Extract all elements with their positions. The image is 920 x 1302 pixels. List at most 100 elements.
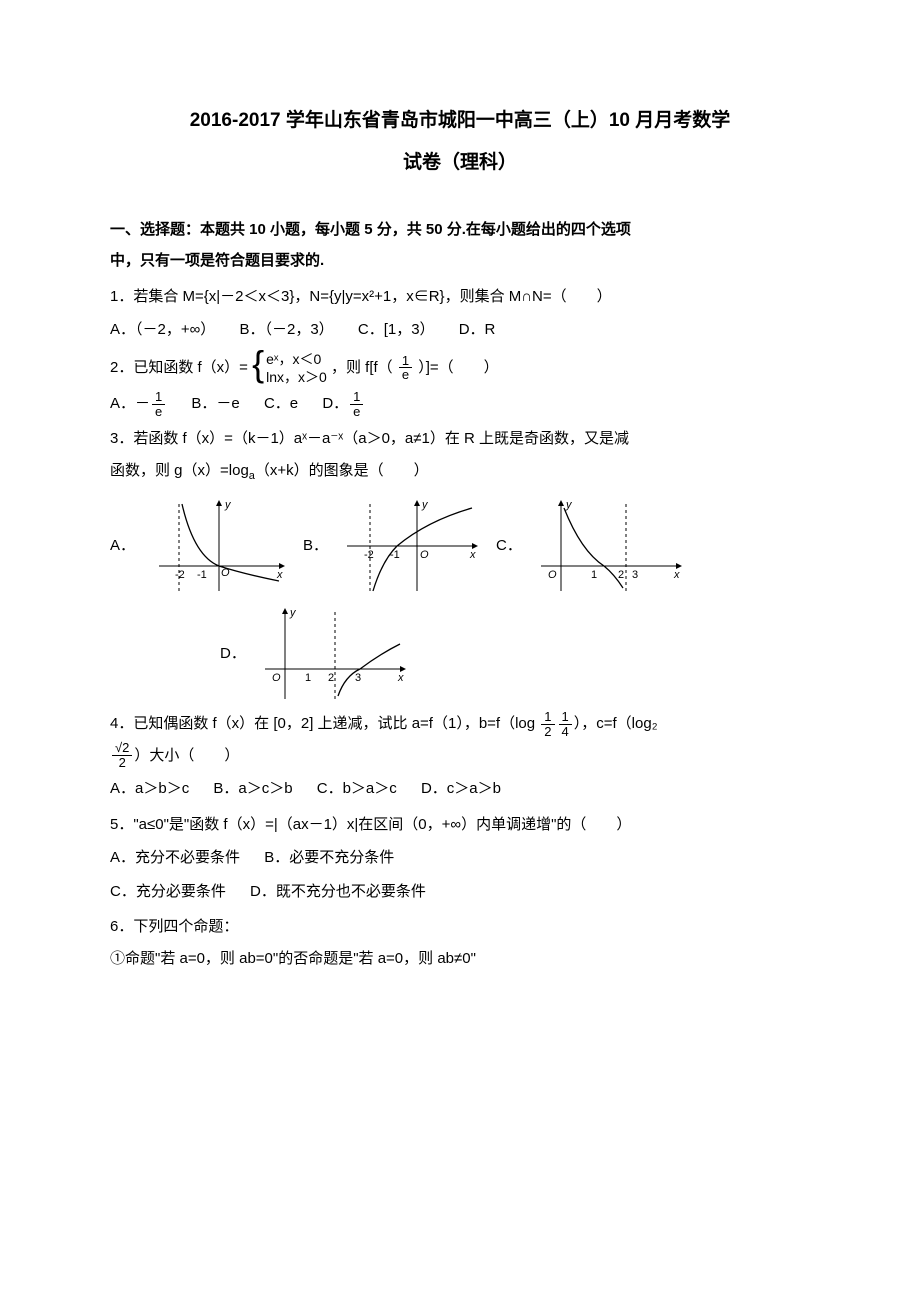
question-2-options: A．－1e B．－e C．e D．1e (110, 388, 810, 420)
section-1-line-2: 中，只有一项是符合题目要求的. (110, 245, 810, 277)
graph-d-row: D． O 1 2 3 x y (220, 604, 810, 704)
q2-d-pre: D． (322, 395, 348, 412)
q2-opt-a: A．－1e (110, 388, 167, 420)
svg-text:O: O (420, 549, 429, 561)
q4-opt-b: B．a＞c＞b (213, 773, 292, 805)
graph-c: O 1 23 x y (536, 496, 686, 596)
q2-a-pre: A．－ (110, 395, 150, 412)
frac-den: 2 (541, 725, 554, 739)
svg-text:-2: -2 (175, 569, 185, 581)
frac-half: 12 (541, 710, 554, 738)
q2-opt-c: C．e (264, 388, 298, 420)
q1-opt-a: A．（－2，+∞） (110, 314, 215, 346)
svg-text:-2: -2 (364, 549, 374, 561)
q3-label-c: C． (496, 530, 522, 562)
question-4-line-1: 4．已知偶函数 f（x）在 [0，2] 上递减，试比 a=f（1），b=f（lo… (110, 708, 810, 740)
svg-text:2: 2 (618, 569, 624, 581)
question-6-item-1: ①命题"若 a=0，则 ab=0"的否命题是"若 a=0，则 ab≠0" (110, 943, 810, 975)
q3-l2-pre: 函数，则 g（x）=log (110, 462, 249, 479)
title-line-2: 试卷（理科） (110, 142, 810, 184)
svg-text:-1: -1 (197, 569, 207, 581)
question-5: 5．"a≤0"是"函数 f（x）=|（ax－1）x|在区间（0，+∞）内单调递增… (110, 809, 810, 908)
question-4-options: A．a＞b＞c B．a＞c＞b C．b＞a＞c D．c＞a＞b (110, 773, 810, 805)
svg-text:y: y (565, 499, 573, 511)
question-1-text: 1．若集合 M={x|－2＜x＜3}，N={y|y=x²+1，x∈R}，则集合 … (110, 281, 810, 313)
graph-a: -2 -1 O x y (149, 496, 289, 596)
svg-text:x: x (397, 672, 404, 684)
frac-num: √2 (112, 741, 132, 756)
svg-text:x: x (276, 569, 283, 581)
question-3-line-1: 3．若函数 f（x）=（k－1）aˣ－a⁻ˣ（a＞0，a≠1）在 R 上既是奇函… (110, 423, 810, 455)
frac-den: e (350, 405, 363, 419)
q1-opt-c: C．[1，3） (358, 314, 435, 346)
q3-label-d: D． (220, 638, 246, 670)
section-1-line-1: 一、选择题：本题共 10 小题，每小题 5 分，共 50 分.在每小题给出的四个… (110, 214, 810, 246)
svg-text:y: y (421, 499, 429, 511)
graph-b: -2 -1 O x y (342, 496, 482, 596)
frac-den: e (399, 368, 412, 382)
q4-mid: ），c=f（log₂ (574, 715, 658, 732)
q3-label-a: A． (110, 530, 135, 562)
q2-opt-d: D．1e (322, 388, 365, 420)
question-4: 4．已知偶函数 f（x）在 [0，2] 上递减，试比 a=f（1），b=f（lo… (110, 708, 810, 805)
q4-opt-d: D．c＞a＞b (421, 773, 501, 805)
piecewise-row-1: eˣ，x＜0 (266, 350, 327, 368)
q5-opt-c: C．充分必要条件 (110, 876, 226, 908)
frac-num: 1 (399, 354, 412, 369)
frac-sqrt2-over-2: √22 (112, 741, 132, 769)
q4-suffix: ）大小（ ） (134, 747, 239, 764)
q4-pre: 4．已知偶函数 f（x）在 [0，2] 上递减，试比 a=f（1），b=f（lo… (110, 715, 535, 732)
question-3-line-2: 函数，则 g（x）=loga（x+k）的图象是（ ） (110, 455, 810, 488)
svg-text:x: x (469, 549, 476, 561)
svg-text:1: 1 (591, 569, 597, 581)
svg-text:1: 1 (305, 672, 311, 684)
question-1: 1．若集合 M={x|－2＜x＜3}，N={y|y=x²+1，x∈R}，则集合 … (110, 281, 810, 346)
svg-text:x: x (673, 569, 680, 581)
question-2-text: 2．已知函数 f（x）= eˣ，x＜0 lnx，x＞0 ，则 f[f（ 1 e … (110, 350, 810, 386)
q5-opt-d: D．既不充分也不必要条件 (250, 876, 426, 908)
frac-num: 1 (152, 390, 165, 405)
q1-opt-b: B．（－2，3） (239, 314, 333, 346)
question-6-text: 6．下列四个命题： (110, 911, 810, 943)
piecewise-function: eˣ，x＜0 lnx，x＞0 (252, 350, 327, 386)
piecewise-row-2: lnx，x＞0 (266, 368, 327, 386)
q4-opt-a: A．a＞b＞c (110, 773, 189, 805)
svg-text:-1: -1 (390, 549, 400, 561)
q2-opt-b: B．－e (191, 388, 239, 420)
q5-opt-a: A．充分不必要条件 (110, 842, 240, 874)
svg-text:O: O (272, 672, 281, 684)
frac-num: 1 (350, 390, 363, 405)
question-5-options-row-2: C．充分必要条件 D．既不充分也不必要条件 (110, 876, 810, 908)
question-2: 2．已知函数 f（x）= eˣ，x＜0 lnx，x＞0 ，则 f[f（ 1 e … (110, 350, 810, 420)
frac-quarter: 14 (559, 710, 572, 738)
q2-suffix: ）]=（ ） (418, 359, 498, 376)
q1-opt-d: D．R (459, 314, 496, 346)
frac-den: 4 (559, 725, 572, 739)
frac-d: 1e (350, 390, 363, 418)
frac-num: 1 (559, 710, 572, 725)
svg-text:3: 3 (355, 672, 361, 684)
frac-den: 2 (112, 756, 132, 770)
title-line-1: 2016-2017 学年山东省青岛市城阳一中高三（上）10 月月考数学 (110, 100, 810, 142)
svg-text:2: 2 (328, 672, 334, 684)
graph-d: O 1 2 3 x y (260, 604, 410, 704)
exam-title: 2016-2017 学年山东省青岛市城阳一中高三（上）10 月月考数学 试卷（理… (110, 100, 810, 184)
svg-text:3: 3 (632, 569, 638, 581)
q3-l2-post: （x+k）的图象是（ ） (255, 462, 429, 479)
question-5-text: 5．"a≤0"是"函数 f（x）=|（ax－1）x|在区间（0，+∞）内单调递增… (110, 809, 810, 841)
question-1-options: A．（－2，+∞） B．（－2，3） C．[1，3） D．R (110, 314, 810, 346)
svg-text:y: y (224, 499, 232, 511)
section-1-heading: 一、选择题：本题共 10 小题，每小题 5 分，共 50 分.在每小题给出的四个… (110, 214, 810, 277)
question-5-options-row-1: A．充分不必要条件 B．必要不充分条件 (110, 842, 810, 874)
q4-opt-c: C．b＞a＞c (317, 773, 397, 805)
q5-opt-b: B．必要不充分条件 (264, 842, 394, 874)
fraction-1-over-e: 1 e (399, 354, 412, 382)
question-4-line-2: √22）大小（ ） (110, 740, 810, 772)
svg-text:O: O (548, 569, 557, 581)
svg-text:O: O (221, 567, 230, 579)
q2-prefix: 2．已知函数 f（x）= (110, 359, 248, 376)
question-6: 6．下列四个命题： ①命题"若 a=0，则 ab=0"的否命题是"若 a=0，则… (110, 911, 810, 974)
frac-num: 1 (541, 710, 554, 725)
q3-label-b: B． (303, 530, 328, 562)
svg-text:y: y (289, 607, 297, 619)
